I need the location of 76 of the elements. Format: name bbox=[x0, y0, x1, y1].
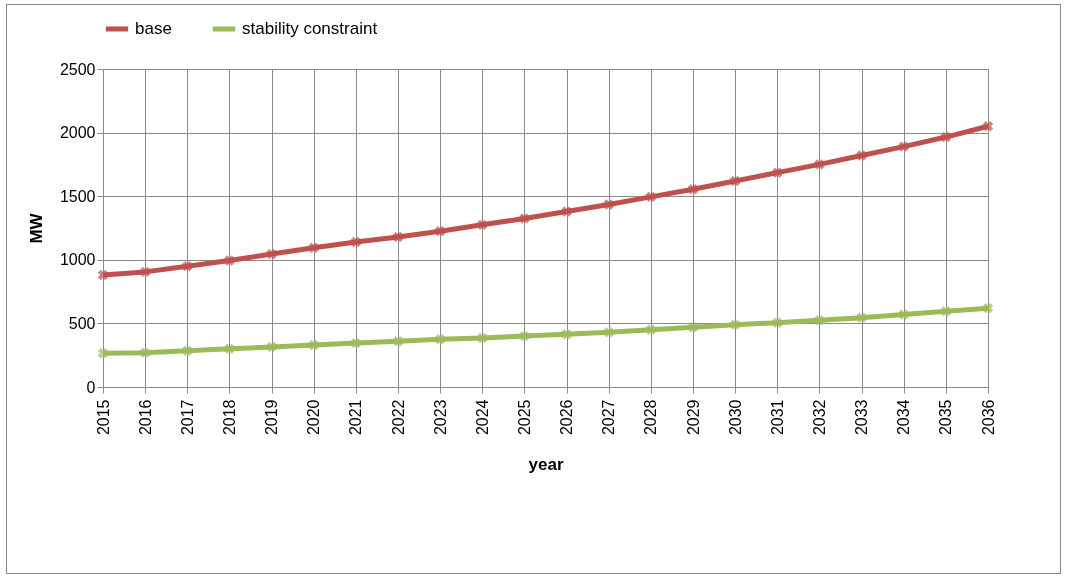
x-tick-label: 2035 bbox=[937, 399, 955, 436]
point bbox=[814, 315, 825, 326]
y-axis-title: MW bbox=[26, 212, 46, 244]
y-tick-label: 2500 bbox=[59, 60, 96, 78]
x-tick-label: 2032 bbox=[810, 399, 828, 436]
point bbox=[139, 266, 151, 278]
x-tick-label: 2022 bbox=[389, 399, 407, 436]
point bbox=[477, 219, 488, 231]
x-tick-label: 2036 bbox=[979, 399, 997, 436]
point bbox=[603, 327, 614, 338]
point bbox=[687, 322, 699, 333]
x-tick-label: 2028 bbox=[642, 399, 660, 436]
point bbox=[561, 206, 572, 217]
point bbox=[308, 339, 319, 351]
point bbox=[729, 175, 741, 187]
point bbox=[139, 347, 151, 358]
point bbox=[940, 306, 952, 317]
y-tick-label: 1500 bbox=[59, 187, 96, 205]
y-tick-label: 1000 bbox=[59, 251, 96, 269]
point bbox=[182, 345, 193, 356]
point bbox=[940, 131, 952, 143]
x-tick-label: 2033 bbox=[853, 399, 871, 436]
point bbox=[729, 319, 741, 330]
x-tick-label: 2026 bbox=[558, 399, 576, 436]
y-tick-label: 500 bbox=[68, 314, 96, 332]
point bbox=[856, 312, 867, 323]
point bbox=[434, 225, 446, 237]
point bbox=[982, 121, 994, 132]
point bbox=[519, 213, 530, 224]
x-tick-label: 2030 bbox=[726, 399, 744, 436]
x-tick-label: 2021 bbox=[347, 399, 365, 436]
point bbox=[645, 324, 657, 335]
point bbox=[645, 191, 657, 203]
point bbox=[224, 343, 235, 355]
point bbox=[350, 337, 362, 349]
point bbox=[603, 199, 614, 210]
y-tick-label: 0 bbox=[86, 378, 96, 396]
point bbox=[97, 269, 109, 281]
x-tick-label: 2034 bbox=[895, 399, 913, 436]
point bbox=[898, 309, 909, 320]
point bbox=[772, 317, 783, 328]
point bbox=[434, 334, 446, 345]
point bbox=[266, 248, 277, 260]
point bbox=[182, 260, 193, 272]
x-axis-title: year bbox=[528, 455, 564, 475]
legend-label: base bbox=[135, 19, 172, 38]
x-tick-label: 2025 bbox=[515, 399, 533, 436]
x-tick-label: 2029 bbox=[684, 399, 702, 436]
point bbox=[392, 336, 404, 347]
point bbox=[392, 231, 404, 243]
x-tick-label: 2031 bbox=[768, 399, 786, 436]
x-tick-label: 2019 bbox=[263, 399, 281, 436]
point bbox=[477, 332, 488, 344]
point bbox=[898, 141, 909, 152]
y-tick-label: 2000 bbox=[59, 124, 96, 142]
point bbox=[687, 184, 699, 195]
x-tick-label: 2023 bbox=[431, 399, 449, 436]
point bbox=[266, 341, 277, 353]
x-tick-label: 2015 bbox=[94, 399, 112, 436]
point bbox=[856, 150, 867, 161]
x-tick-label: 2017 bbox=[178, 399, 196, 436]
point bbox=[519, 330, 530, 342]
x-tick-label: 2024 bbox=[473, 399, 491, 436]
x-tick-label: 2016 bbox=[136, 399, 154, 436]
legend-label: stability constraint bbox=[242, 19, 378, 38]
point bbox=[982, 302, 994, 314]
x-tick-label: 2027 bbox=[600, 399, 618, 436]
point bbox=[561, 329, 572, 340]
point bbox=[308, 242, 319, 253]
point bbox=[350, 236, 362, 248]
point bbox=[814, 159, 825, 170]
x-tick-label: 2020 bbox=[305, 399, 323, 436]
point bbox=[772, 167, 783, 178]
x-tick-label: 2018 bbox=[220, 399, 238, 436]
point bbox=[224, 255, 235, 266]
point bbox=[97, 348, 109, 359]
